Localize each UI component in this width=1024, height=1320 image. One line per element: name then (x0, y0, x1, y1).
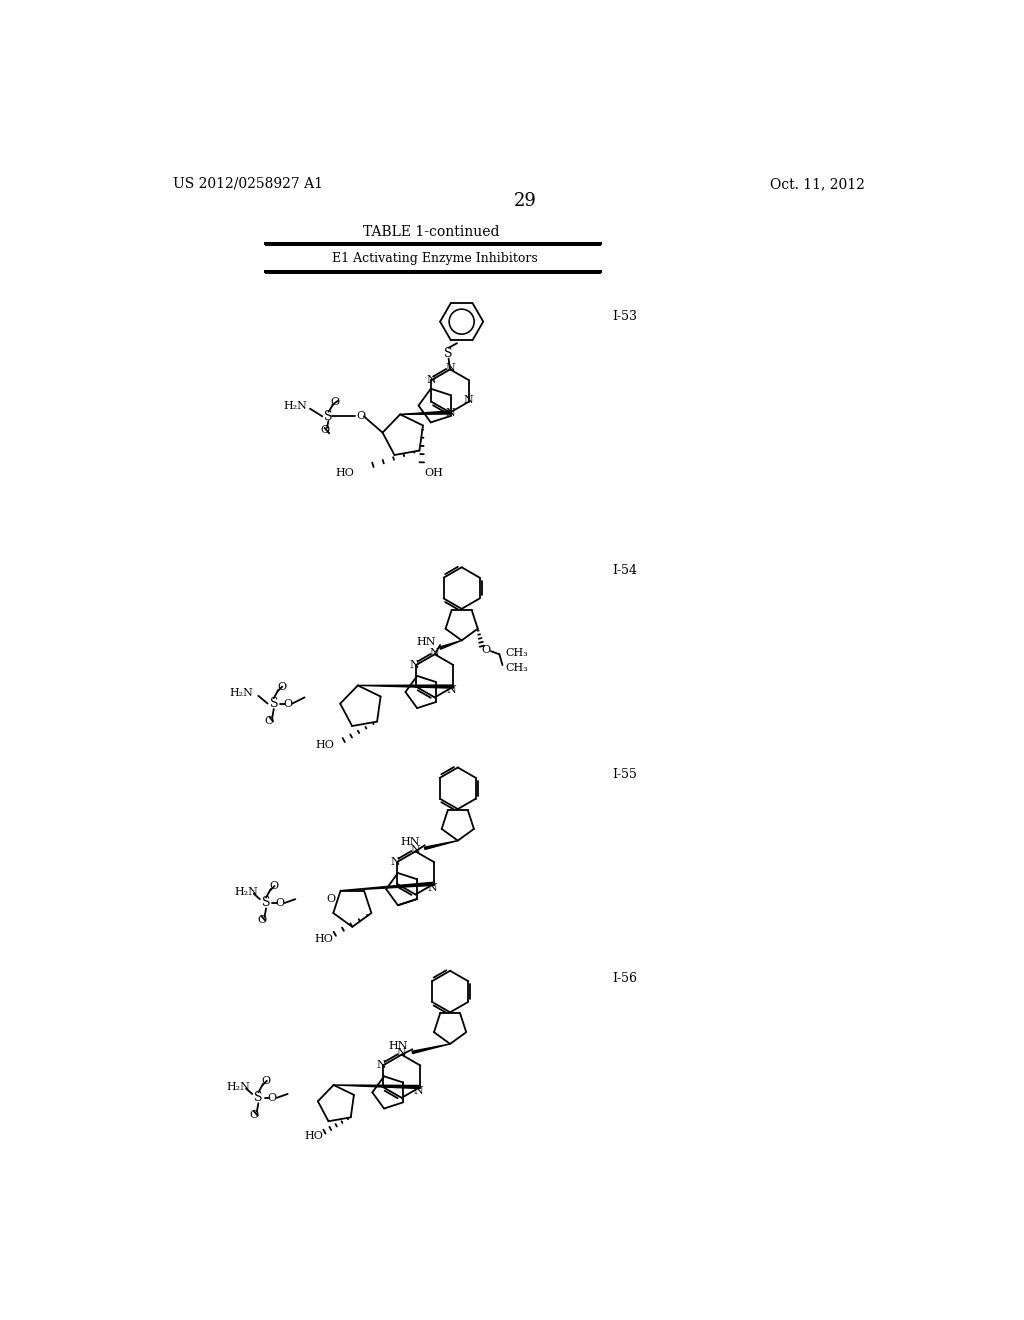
Text: O: O (257, 915, 266, 925)
Text: O: O (283, 698, 292, 709)
Polygon shape (334, 1085, 420, 1089)
Text: Oct. 11, 2012: Oct. 11, 2012 (770, 177, 864, 191)
Text: S: S (262, 896, 270, 909)
Text: N: N (430, 648, 439, 657)
Text: TABLE 1-continued: TABLE 1-continued (362, 224, 499, 239)
Text: O: O (275, 898, 285, 908)
Text: S: S (444, 347, 453, 360)
Polygon shape (424, 841, 458, 850)
Text: O: O (331, 397, 340, 408)
Text: H₂N: H₂N (283, 400, 307, 411)
Text: US 2012/0258927 A1: US 2012/0258927 A1 (173, 177, 323, 191)
Text: I-54: I-54 (611, 564, 637, 577)
Polygon shape (341, 882, 434, 891)
Text: CH₃: CH₃ (506, 648, 528, 657)
Text: H₂N: H₂N (229, 688, 254, 698)
Text: N: N (464, 395, 474, 405)
Text: CH₃: CH₃ (506, 663, 528, 673)
Text: O: O (356, 412, 366, 421)
Text: O: O (321, 425, 330, 436)
Polygon shape (400, 411, 451, 414)
Text: I-55: I-55 (611, 768, 637, 781)
Text: I-53: I-53 (611, 310, 637, 323)
Polygon shape (412, 1044, 451, 1053)
Text: O: O (276, 681, 286, 692)
Text: N: N (390, 857, 400, 867)
Text: H₂N: H₂N (234, 887, 258, 898)
Text: HO: HO (304, 1131, 323, 1142)
Text: S: S (325, 409, 333, 422)
Text: O: O (249, 1110, 258, 1119)
Text: N: N (446, 685, 456, 694)
Text: HN: HN (388, 1041, 408, 1051)
Text: HO: HO (335, 467, 354, 478)
Text: N: N (396, 1048, 407, 1059)
Text: E1 Activating Enzyme Inhibitors: E1 Activating Enzyme Inhibitors (333, 252, 538, 265)
Text: H₂N: H₂N (226, 1082, 251, 1092)
Text: N: N (411, 845, 420, 855)
Text: O: O (327, 894, 335, 904)
Text: N: N (445, 408, 455, 417)
Text: HN: HN (400, 837, 420, 847)
Text: N: N (427, 375, 436, 385)
Polygon shape (439, 640, 462, 649)
Text: HO: HO (314, 935, 333, 944)
Text: N: N (428, 883, 437, 892)
Text: O: O (264, 715, 273, 726)
Text: S: S (254, 1092, 262, 1105)
Text: HO: HO (315, 741, 335, 750)
Text: N: N (377, 1060, 386, 1071)
Text: 29: 29 (513, 191, 537, 210)
Text: O: O (481, 644, 490, 655)
Text: O: O (269, 880, 279, 891)
Text: N: N (414, 1086, 424, 1096)
Text: OH: OH (425, 467, 443, 478)
Text: HN: HN (416, 638, 435, 647)
Text: N: N (410, 660, 420, 671)
Polygon shape (357, 685, 454, 688)
Text: N: N (445, 363, 455, 372)
Text: S: S (269, 697, 279, 710)
Text: O: O (267, 1093, 276, 1102)
Text: O: O (261, 1076, 270, 1086)
Text: I-56: I-56 (611, 972, 637, 985)
